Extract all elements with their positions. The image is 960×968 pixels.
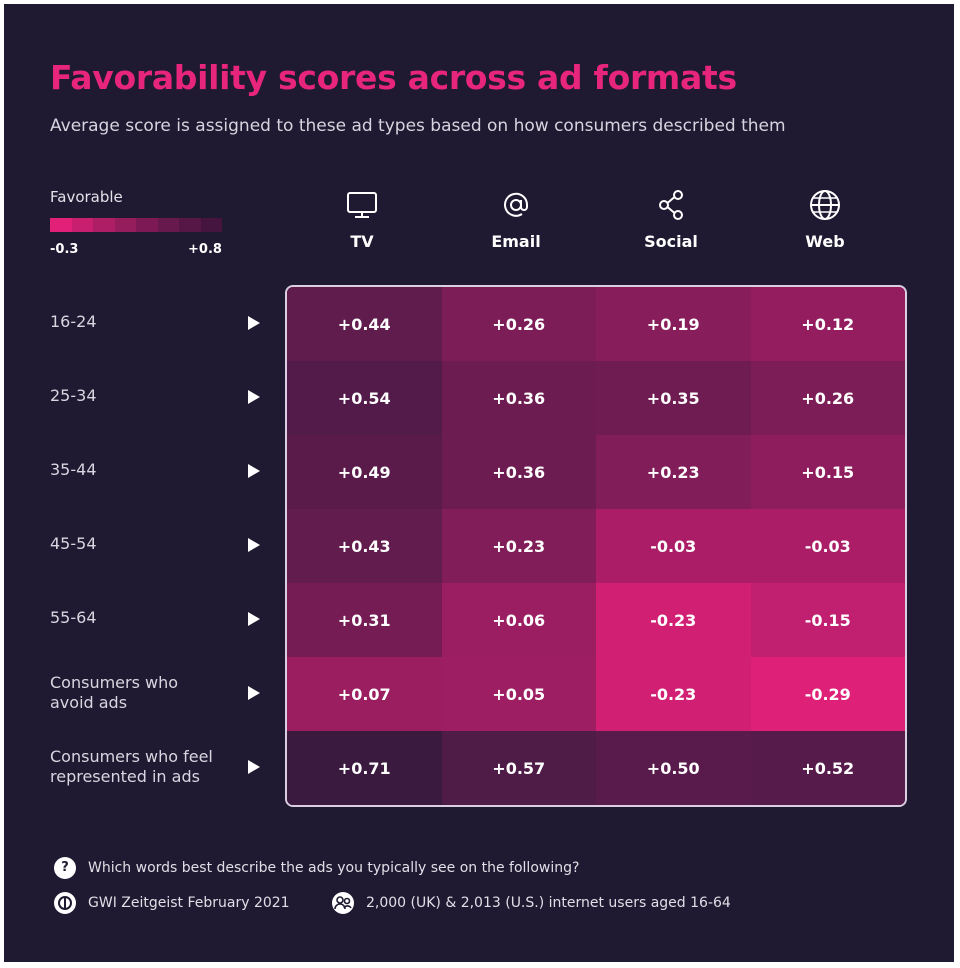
column-label-email: Email [491, 232, 541, 251]
legend-color-scale [50, 218, 222, 232]
heatmap-cell: -0.03 [596, 509, 751, 583]
row-arrow-icon[interactable] [248, 316, 260, 330]
legend-swatch [179, 218, 201, 232]
row-label-avoid-ads: Consumers who avoid ads [50, 673, 179, 712]
row-arrow-icon[interactable] [248, 464, 260, 478]
heatmap-cell: +0.44 [287, 287, 442, 361]
column-label-web: Web [805, 232, 845, 251]
source-text: GWI Zeitgeist February 2021 [88, 895, 290, 911]
row-label-represented-in-ads: Consumers who feel represented in ads [50, 747, 213, 786]
heatmap-cell: -0.23 [596, 657, 751, 731]
legend-swatch [114, 218, 136, 232]
heatmap-cell: +0.36 [441, 361, 596, 435]
globe-icon [810, 190, 840, 220]
legend-swatch [200, 218, 222, 232]
heatmap-cell: +0.23 [596, 435, 751, 509]
column-header-email: Email [439, 188, 593, 251]
heatmap-cell: +0.35 [596, 361, 751, 435]
legend-swatch [136, 218, 158, 232]
legend-swatch [157, 218, 179, 232]
row-arrow-icon[interactable] [248, 390, 260, 404]
source-logo-icon [54, 892, 76, 914]
heatmap-cell: -0.29 [750, 657, 905, 731]
heatmap-cell: +0.06 [441, 583, 596, 657]
heatmap-cell: -0.23 [596, 583, 751, 657]
heatmap-cell: +0.05 [441, 657, 596, 731]
column-label-social: Social [644, 232, 698, 251]
heatmap-cell: +0.43 [287, 509, 442, 583]
legend-max-label: +0.8 [188, 242, 222, 257]
share-icon [659, 190, 683, 220]
heatmap-cell: +0.23 [441, 509, 596, 583]
legend-min-label: -0.3 [50, 242, 79, 257]
row-arrow-icon[interactable] [248, 686, 260, 700]
column-header-web: Web [748, 188, 902, 251]
sample-text: 2,000 (UK) & 2,013 (U.S.) internet users… [366, 895, 731, 911]
heatmap-cell: +0.31 [287, 583, 442, 657]
legend-swatch [71, 218, 93, 232]
row-label-55-64: 55-64 [50, 608, 97, 627]
legend-swatch [50, 218, 72, 232]
row-arrow-icon[interactable] [248, 760, 260, 774]
heatmap-cell: -0.15 [750, 583, 905, 657]
row-label-35-44: 35-44 [50, 460, 97, 479]
legend-label: Favorable [50, 188, 123, 206]
at-sign-icon [504, 192, 529, 217]
chart-subtitle: Average score is assigned to these ad ty… [50, 116, 786, 136]
row-arrow-icon[interactable] [248, 538, 260, 552]
heatmap-cell: +0.26 [441, 287, 596, 361]
row-label-16-24: 16-24 [50, 312, 97, 331]
row-arrow-icon[interactable] [248, 612, 260, 626]
heatmap-cell: +0.54 [287, 361, 442, 435]
heatmap-cell: +0.12 [750, 287, 905, 361]
heatmap-cell: +0.71 [287, 731, 442, 805]
chart-title: Favorability scores across ad formats [50, 58, 737, 97]
heatmap-cell: +0.19 [596, 287, 751, 361]
question-icon: ? [54, 857, 76, 879]
legend-swatch [93, 218, 115, 232]
survey-question: Which words best describe the ads you ty… [88, 860, 580, 876]
heatmap-cell: +0.07 [287, 657, 442, 731]
heatmap-cell: +0.26 [750, 361, 905, 435]
heatmap-grid: +0.44 +0.26 +0.19 +0.12 +0.54 +0.36 +0.35 +0.26… [285, 285, 907, 807]
heatmap-cell: +0.52 [750, 731, 905, 805]
users-icon [332, 892, 354, 914]
heatmap-cell: +0.57 [441, 731, 596, 805]
heatmap-cell: +0.49 [287, 435, 442, 509]
heatmap-cell: +0.15 [750, 435, 905, 509]
column-header-tv: TV [285, 188, 439, 251]
heatmap-cell: +0.36 [441, 435, 596, 509]
row-label-25-34: 25-34 [50, 386, 97, 405]
tv-icon [347, 192, 377, 218]
heatmap-cell: +0.50 [596, 731, 751, 805]
column-label-tv: TV [350, 232, 374, 251]
heatmap-cell: -0.03 [750, 509, 905, 583]
column-header-social: Social [594, 188, 748, 251]
row-label-45-54: 45-54 [50, 534, 97, 553]
